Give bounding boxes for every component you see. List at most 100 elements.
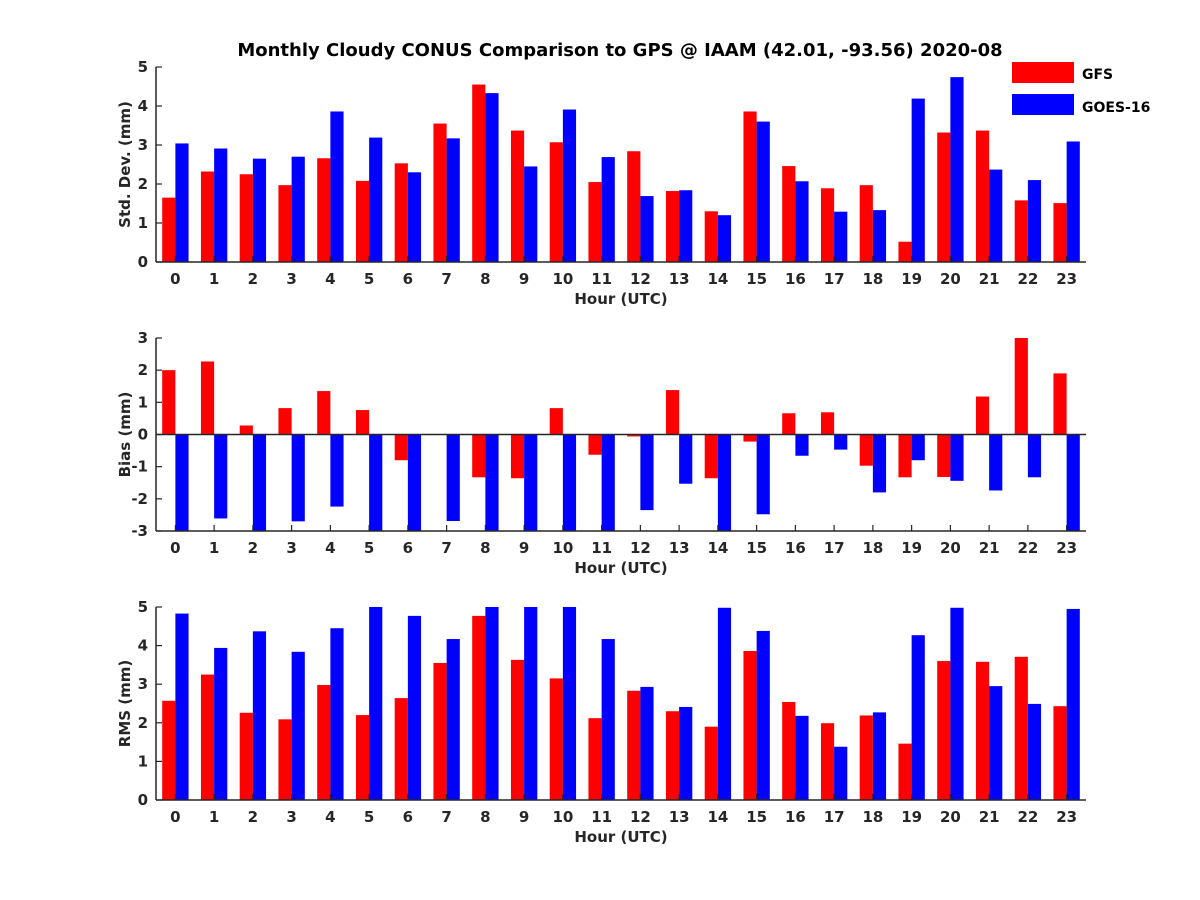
rms-xtick-label: 4 — [325, 808, 335, 826]
bias-ytick-label: 3 — [138, 329, 148, 347]
rms-xtick-label: 12 — [630, 808, 651, 826]
bias-xtick-label: 13 — [669, 539, 690, 557]
std-dev-xtick-label: 13 — [669, 270, 690, 288]
std-dev-bar-goes16-11 — [601, 157, 615, 262]
rms-bar-goes16-10 — [562, 607, 577, 800]
bias-bar-gfs-16 — [782, 413, 796, 435]
std-dev-y-axis-label: Std. Dev. (mm) — [116, 101, 134, 228]
std-dev-bar-gfs-21 — [975, 130, 990, 262]
std-dev-bar-gfs-12 — [627, 151, 641, 262]
rms-bar-goes16-20 — [950, 607, 964, 800]
bias-bar-goes16-3 — [291, 434, 305, 522]
std-dev-bar-gfs-11 — [588, 182, 602, 262]
bias-bar-gfs-13 — [665, 390, 680, 435]
std-dev-bar-gfs-6 — [394, 163, 408, 262]
rms-bar-goes16-9 — [524, 607, 538, 800]
bias-bar-gfs-3 — [278, 408, 292, 435]
bias-bar-gfs-23 — [1053, 373, 1067, 435]
bias-bar-goes16-5 — [369, 434, 383, 531]
rms-xtick-label: 3 — [286, 808, 296, 826]
bias-bar-gfs-9 — [510, 434, 525, 479]
rms-y-axis-label: RMS (mm) — [116, 660, 134, 747]
legend-label-gfs: GFS — [1082, 67, 1113, 83]
std-dev-xtick-label: 5 — [364, 270, 374, 288]
bias-bar-gfs-10 — [549, 408, 563, 435]
std-dev-bar-gfs-16 — [782, 166, 796, 262]
rms-bar-goes16-14 — [717, 607, 732, 800]
std-dev-xtick-label: 12 — [630, 270, 651, 288]
std-dev-bar-goes16-19 — [911, 98, 925, 262]
rms-ytick-label: 3 — [138, 675, 148, 693]
rms-bar-gfs-19 — [898, 743, 912, 800]
std-dev-ytick-label: 1 — [138, 214, 148, 232]
std-dev-xtick-label: 23 — [1056, 270, 1077, 288]
bias-xtick-label: 16 — [785, 539, 806, 557]
bias-xtick-label: 18 — [862, 539, 883, 557]
bias-xtick-label: 14 — [707, 539, 728, 557]
bias-y-axis-label: Bias (mm) — [116, 392, 134, 478]
std-dev-bar-goes16-6 — [407, 172, 422, 262]
rms-bar-gfs-23 — [1053, 706, 1067, 800]
bias-bar-goes16-12 — [640, 434, 654, 511]
std-dev-bar-gfs-18 — [859, 185, 873, 262]
rms-ytick-label: 5 — [138, 598, 148, 616]
std-dev-bar-gfs-4 — [317, 158, 331, 262]
rms-xtick-label: 16 — [785, 808, 806, 826]
bias-bar-gfs-11 — [588, 434, 602, 455]
bias-xtick-label: 12 — [630, 539, 651, 557]
std-dev-bar-gfs-23 — [1053, 203, 1067, 262]
std-dev-xtick-label: 21 — [979, 270, 1000, 288]
chart-title: Monthly Cloudy CONUS Comparison to GPS @… — [237, 40, 1002, 61]
bias-bar-goes16-23 — [1066, 434, 1080, 531]
std-dev-xtick-label: 18 — [862, 270, 883, 288]
rms-bar-gfs-14 — [704, 726, 718, 800]
std-dev-bar-gfs-8 — [472, 84, 486, 262]
std-dev-bar-goes16-21 — [989, 169, 1003, 262]
rms-bar-gfs-4 — [317, 684, 331, 800]
rms-bar-gfs-10 — [549, 678, 563, 800]
bias-bar-gfs-15 — [743, 434, 757, 442]
bias-bar-goes16-21 — [989, 434, 1003, 491]
bias-xtick-label: 2 — [248, 539, 258, 557]
legend-swatch-goes16 — [1012, 94, 1074, 115]
std-dev-ytick-label: 4 — [138, 97, 148, 115]
std-dev-bar-gfs-1 — [200, 171, 215, 262]
std-dev-bar-goes16-16 — [795, 181, 809, 262]
rms-bar-gfs-1 — [200, 674, 215, 800]
bias-bar-gfs-18 — [859, 434, 873, 466]
bias-xtick-label: 10 — [552, 539, 573, 557]
bias-xtick-label: 0 — [170, 539, 180, 557]
rms-xtick-label: 5 — [364, 808, 374, 826]
legend: GFS GOES-16 — [1012, 62, 1150, 116]
std-dev-xtick-label: 20 — [940, 270, 961, 288]
std-dev-bar-gfs-3 — [278, 185, 292, 262]
bias-bar-gfs-12 — [627, 434, 641, 437]
rms-xtick-label: 23 — [1056, 808, 1077, 826]
rms-bar-gfs-9 — [510, 659, 525, 800]
legend-swatch-gfs — [1012, 62, 1074, 83]
bias-bar-gfs-6 — [394, 434, 408, 461]
rms-xtick-label: 2 — [248, 808, 258, 826]
rms-xtick-label: 7 — [441, 808, 451, 826]
std-dev-bar-goes16-17 — [834, 211, 848, 262]
bias-xtick-label: 1 — [209, 539, 219, 557]
rms-bar-goes16-22 — [1027, 703, 1042, 800]
rms-bar-gfs-0 — [162, 700, 176, 800]
bias-xtick-label: 23 — [1056, 539, 1077, 557]
bias-bar-gfs-5 — [355, 410, 370, 435]
rms-bar-goes16-4 — [330, 628, 344, 800]
bias-ytick-label: 0 — [138, 426, 148, 444]
std-dev-bar-gfs-9 — [510, 130, 525, 262]
rms-bar-gfs-17 — [820, 723, 835, 800]
bias-ytick-label: -1 — [131, 458, 148, 476]
bias-ytick-label: -2 — [131, 490, 148, 508]
std-dev-xtick-label: 4 — [325, 270, 335, 288]
bias-ytick-label: 1 — [138, 393, 148, 411]
rms-bar-goes16-17 — [834, 746, 848, 800]
std-dev-bar-goes16-23 — [1066, 141, 1080, 262]
rms-ytick-label: 4 — [138, 637, 148, 655]
std-dev-bar-gfs-20 — [937, 132, 951, 262]
std-dev-xtick-label: 7 — [441, 270, 451, 288]
